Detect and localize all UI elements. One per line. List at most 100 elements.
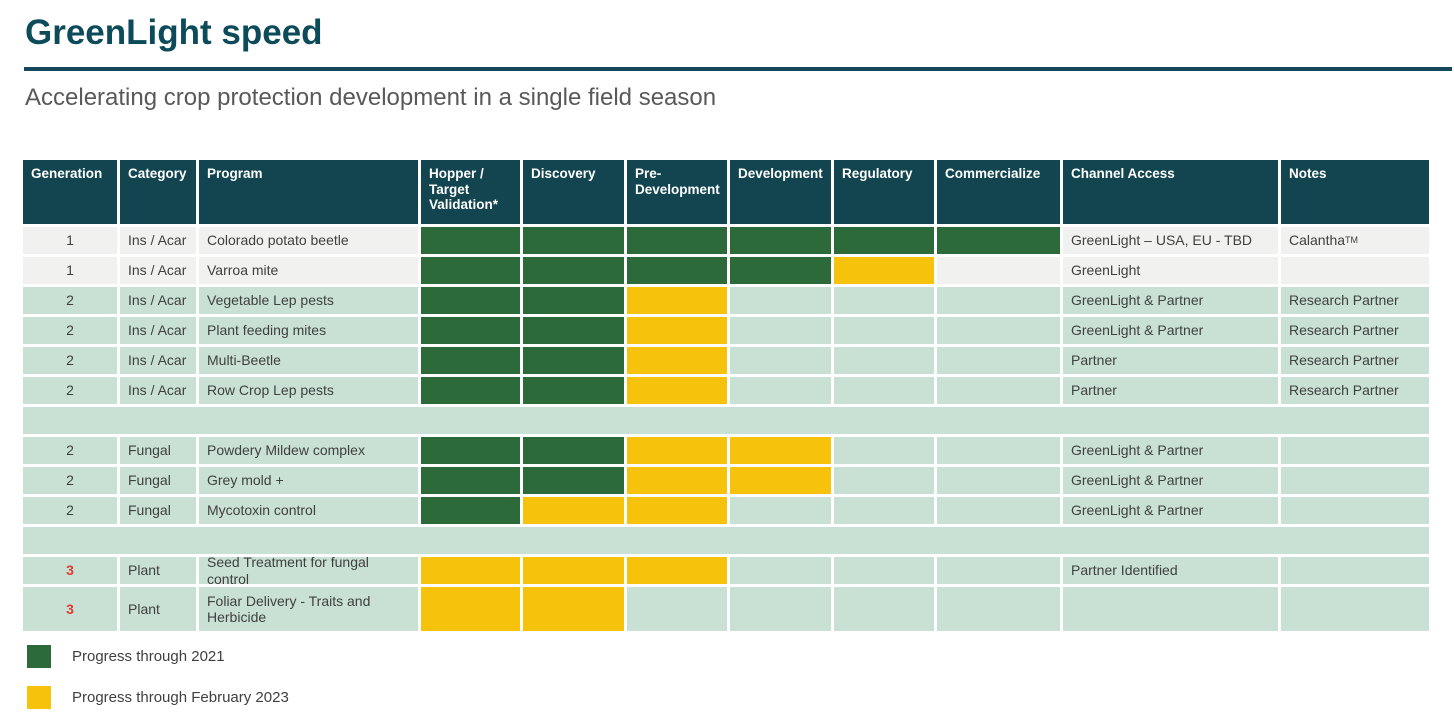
page-title: GreenLight speed bbox=[25, 13, 323, 52]
category-cell: Ins / Acar bbox=[120, 377, 196, 404]
phase-cell-hopper-target-validation bbox=[421, 557, 520, 584]
phase-cell-regulatory bbox=[834, 257, 934, 284]
phase-cell-commercialize bbox=[937, 587, 1060, 631]
category-cell: Ins / Acar bbox=[120, 287, 196, 314]
program-cell: Mycotoxin control bbox=[199, 497, 418, 524]
notes-cell: Research Partner bbox=[1281, 377, 1429, 404]
column-header-pre-development: Pre-Development bbox=[627, 160, 727, 224]
phase-cell-development bbox=[730, 317, 831, 344]
program-cell: Colorado potato beetle bbox=[199, 227, 418, 254]
generation-cell: 2 bbox=[23, 377, 117, 404]
legend: Progress through 2021 Progress through F… bbox=[27, 644, 289, 718]
phase-cell-hopper-target-validation bbox=[421, 287, 520, 314]
notes-cell: Research Partner bbox=[1281, 287, 1429, 314]
phase-cell-hopper-target-validation bbox=[421, 317, 520, 344]
phase-cell-hopper-target-validation bbox=[421, 377, 520, 404]
phase-cell-development bbox=[730, 437, 831, 464]
channel-access-cell: Partner bbox=[1063, 347, 1278, 374]
column-header-channel-access: Channel Access bbox=[1063, 160, 1278, 224]
legend-item-2023: Progress through February 2023 bbox=[27, 685, 289, 709]
phase-cell-development bbox=[730, 227, 831, 254]
channel-access-cell: GreenLight & Partner bbox=[1063, 467, 1278, 494]
program-cell: Plant feeding mites bbox=[199, 317, 418, 344]
phase-cell-pre-development bbox=[627, 497, 727, 524]
phase-cell-regulatory bbox=[834, 287, 934, 314]
channel-access-cell: GreenLight – USA, EU - TBD bbox=[1063, 227, 1278, 254]
category-cell: Plant bbox=[120, 557, 196, 584]
phase-cell-discovery bbox=[523, 317, 624, 344]
phase-cell-pre-development bbox=[627, 227, 727, 254]
page-subtitle: Accelerating crop protection development… bbox=[25, 84, 717, 111]
generation-cell: 3 bbox=[23, 557, 117, 584]
program-cell: Grey mold + bbox=[199, 467, 418, 494]
legend-item-2021: Progress through 2021 bbox=[27, 644, 289, 668]
column-header-development: Development bbox=[730, 160, 831, 224]
channel-access-cell: GreenLight & Partner bbox=[1063, 437, 1278, 464]
channel-access-cell: GreenLight & Partner bbox=[1063, 287, 1278, 314]
phase-cell-discovery bbox=[523, 377, 624, 404]
phase-cell-hopper-target-validation bbox=[421, 347, 520, 374]
notes-cell bbox=[1281, 467, 1429, 494]
legend-label-2023: Progress through February 2023 bbox=[72, 688, 289, 706]
phase-cell-pre-development bbox=[627, 437, 727, 464]
notes-cell: Research Partner bbox=[1281, 347, 1429, 374]
category-cell: Fungal bbox=[120, 437, 196, 464]
program-cell: Seed Treatment for fungal control bbox=[199, 557, 418, 584]
channel-access-cell: GreenLight & Partner bbox=[1063, 317, 1278, 344]
legend-label-2021: Progress through 2021 bbox=[72, 647, 225, 665]
notes-cell: Research Partner bbox=[1281, 317, 1429, 344]
category-cell: Ins / Acar bbox=[120, 227, 196, 254]
category-cell: Ins / Acar bbox=[120, 317, 196, 344]
phase-cell-development bbox=[730, 257, 831, 284]
phase-cell-regulatory bbox=[834, 227, 934, 254]
phase-cell-commercialize bbox=[937, 467, 1060, 494]
generation-cell: 2 bbox=[23, 287, 117, 314]
spacer-row bbox=[23, 407, 1429, 434]
phase-cell-discovery bbox=[523, 587, 624, 631]
phase-cell-commercialize bbox=[937, 437, 1060, 464]
pipeline-table: Generation Category Program Hopper / Target… bbox=[23, 160, 1429, 631]
legend-swatch-green bbox=[27, 644, 51, 668]
notes-cell bbox=[1281, 257, 1429, 284]
generation-cell: 2 bbox=[23, 437, 117, 464]
phase-cell-commercialize bbox=[937, 227, 1060, 254]
phase-cell-hopper-target-validation bbox=[421, 257, 520, 284]
column-header-hopper-target-validation: Hopper / Target Validation* bbox=[421, 160, 520, 224]
category-cell: Plant bbox=[120, 587, 196, 631]
phase-cell-commercialize bbox=[937, 317, 1060, 344]
phase-cell-pre-development bbox=[627, 257, 727, 284]
channel-access-cell: Partner bbox=[1063, 377, 1278, 404]
generation-cell: 2 bbox=[23, 347, 117, 374]
generation-cell: 1 bbox=[23, 257, 117, 284]
legend-swatch-yellow bbox=[27, 685, 51, 709]
category-cell: Ins / Acar bbox=[120, 347, 196, 374]
notes-cell bbox=[1281, 437, 1429, 464]
channel-access-cell: GreenLight & Partner bbox=[1063, 497, 1278, 524]
program-cell: Multi-Beetle bbox=[199, 347, 418, 374]
phase-cell-pre-development bbox=[627, 467, 727, 494]
generation-cell: 2 bbox=[23, 497, 117, 524]
phase-cell-regulatory bbox=[834, 437, 934, 464]
generation-cell: 1 bbox=[23, 227, 117, 254]
phase-cell-development bbox=[730, 497, 831, 524]
phase-cell-development bbox=[730, 377, 831, 404]
phase-cell-commercialize bbox=[937, 347, 1060, 374]
phase-cell-pre-development bbox=[627, 347, 727, 374]
phase-cell-regulatory bbox=[834, 467, 934, 494]
program-cell: Row Crop Lep pests bbox=[199, 377, 418, 404]
phase-cell-pre-development bbox=[627, 557, 727, 584]
phase-cell-development bbox=[730, 467, 831, 494]
phase-cell-hopper-target-validation bbox=[421, 227, 520, 254]
phase-cell-regulatory bbox=[834, 317, 934, 344]
channel-access-cell: Partner Identified bbox=[1063, 557, 1278, 584]
phase-cell-discovery bbox=[523, 497, 624, 524]
phase-cell-discovery bbox=[523, 467, 624, 494]
phase-cell-discovery bbox=[523, 347, 624, 374]
phase-cell-hopper-target-validation bbox=[421, 587, 520, 631]
channel-access-cell: GreenLight bbox=[1063, 257, 1278, 284]
generation-cell: 2 bbox=[23, 317, 117, 344]
phase-cell-commercialize bbox=[937, 287, 1060, 314]
phase-cell-discovery bbox=[523, 257, 624, 284]
phase-cell-hopper-target-validation bbox=[421, 467, 520, 494]
